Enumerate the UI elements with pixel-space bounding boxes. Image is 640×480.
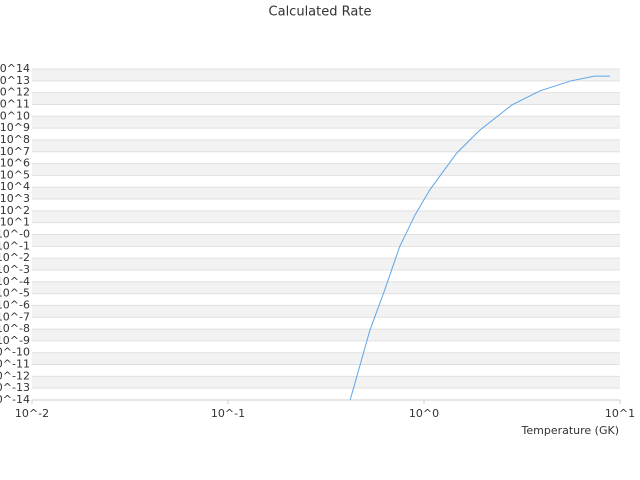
y-tick-label: 10^12: [0, 86, 30, 99]
x-tick-label: 10^1: [605, 407, 635, 420]
grid-band: [32, 234, 620, 247]
grid-band: [32, 187, 620, 200]
y-tick-label: 10^4: [0, 180, 30, 193]
x-tick-label: 10^-1: [211, 407, 245, 420]
grid-band: [32, 163, 620, 176]
x-tick-label: 10^-2: [15, 407, 49, 420]
y-tick-label: 10^-12: [0, 369, 30, 382]
grid-band: [32, 139, 620, 152]
y-tick-label: 10^-14: [0, 393, 30, 406]
y-tick-label: 10^-9: [0, 334, 30, 347]
y-tick-label: 10^14: [0, 62, 30, 75]
x-axis-label: Temperature (GK): [521, 424, 620, 437]
y-tick-label: 10^-2: [0, 251, 30, 264]
y-tick-label: 10^-6: [0, 298, 30, 311]
line: [349, 75, 611, 401]
grid-bands: [32, 69, 620, 389]
y-tick-label: 10^-8: [0, 322, 30, 335]
y-tick-label: 10^-4: [0, 275, 30, 288]
y-tick-label: 10^11: [0, 97, 30, 110]
grid-band: [32, 210, 620, 223]
y-tick-label: 10^6: [0, 157, 30, 170]
y-tick-label: 10^5: [0, 168, 30, 181]
y-tick-label: 10^7: [0, 145, 30, 158]
y-tick-label: 10^-5: [0, 287, 30, 300]
grid-band: [32, 258, 620, 270]
y-tick-label: 10^8: [0, 133, 30, 146]
grid-band: [32, 116, 620, 129]
grid-band: [32, 92, 620, 105]
grid-band: [32, 69, 620, 81]
y-tick-label: 10^-1: [0, 239, 30, 252]
grid-band: [32, 352, 620, 365]
chart-title: Calculated Rate: [269, 5, 372, 20]
y-tick-label: 10^1: [0, 216, 30, 229]
y-tick-label: 10^9: [0, 121, 30, 134]
y-tick-label: 10^3: [0, 192, 30, 205]
grid-band: [32, 329, 620, 341]
y-tick-label: 10^-0: [0, 228, 30, 241]
grid-band: [32, 305, 620, 318]
grid-band: [32, 281, 620, 294]
y-tick-label: 10^-7: [0, 310, 30, 323]
y-tick-label: 10^2: [0, 204, 30, 217]
y-tick-label: 10^-13: [0, 381, 30, 394]
y-tick-label: 10^10: [0, 109, 30, 122]
y-tick-label: 10^-3: [0, 263, 30, 276]
x-tick-label: 10^0: [409, 407, 439, 420]
y-tick-label: 10^-11: [0, 358, 30, 371]
y-tick-label: 10^13: [0, 74, 30, 87]
grid-band: [32, 376, 620, 389]
y-tick-label: 10^-10: [0, 346, 30, 359]
